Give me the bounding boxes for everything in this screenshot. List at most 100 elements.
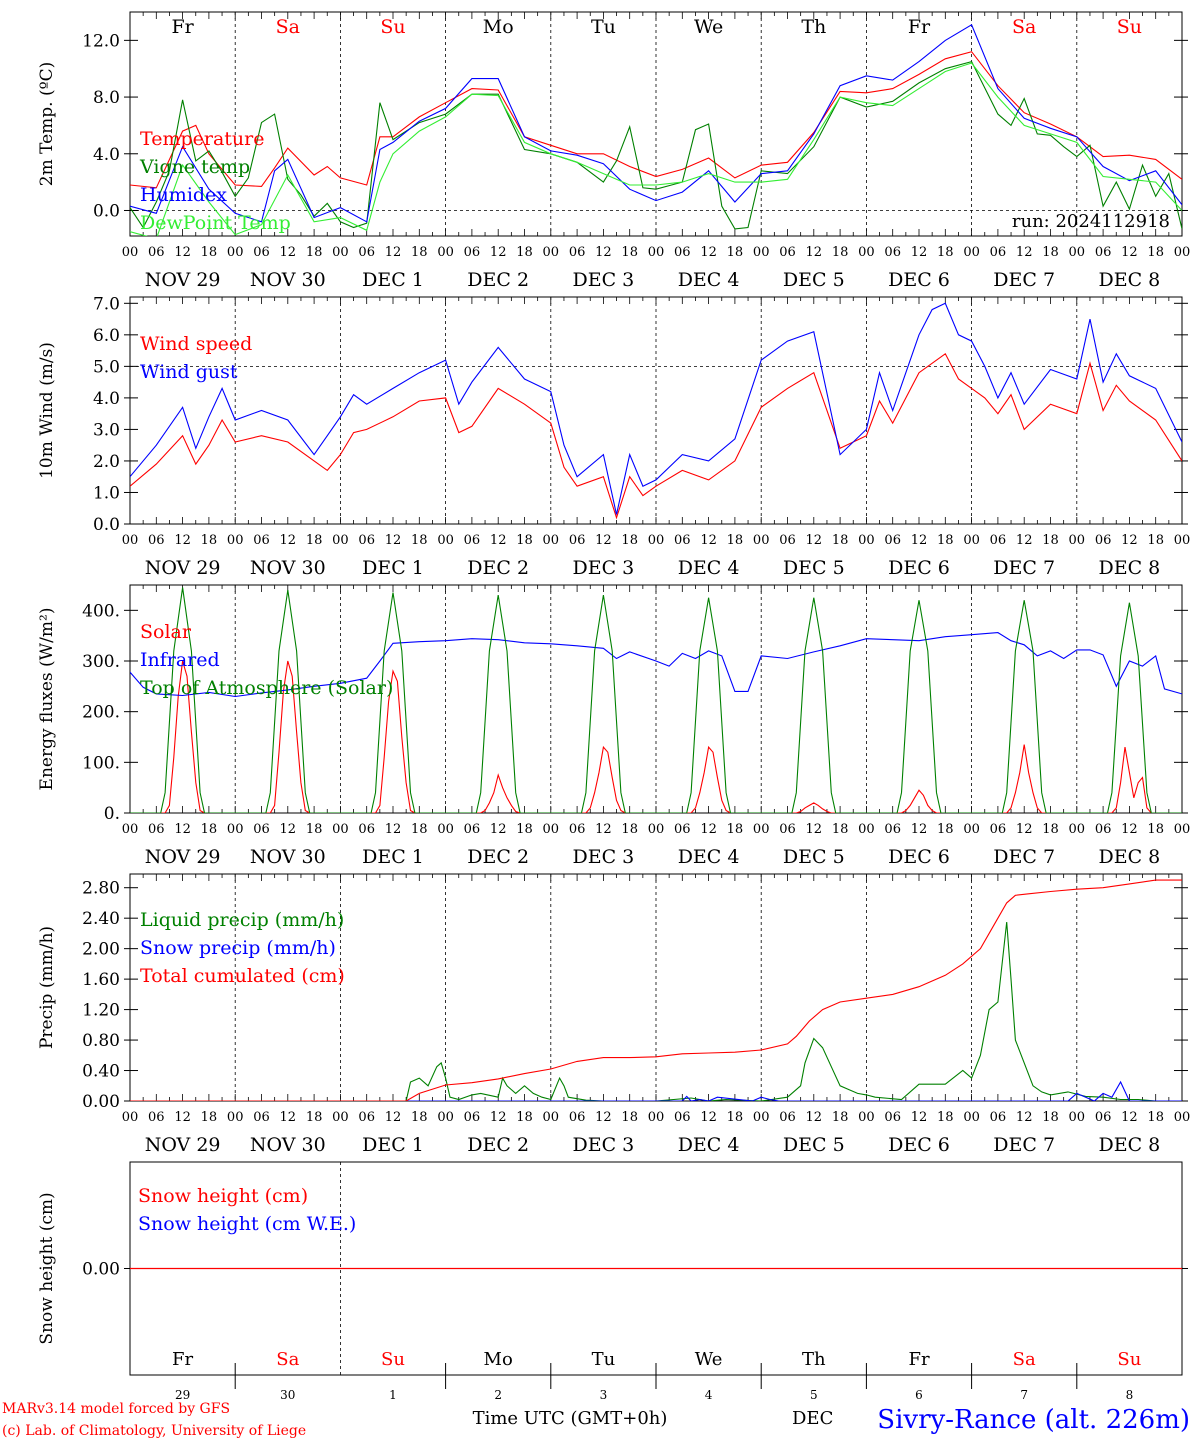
hour-tick-label: 12 [174,1110,191,1125]
hour-tick-label: 18 [306,533,323,548]
day-number-label: 5 [810,1388,818,1402]
hour-tick-label: 00 [1069,822,1086,837]
hour-tick-label: 18 [832,822,849,837]
hour-tick-label: 00 [543,822,560,837]
hour-tick-label: 06 [358,1110,375,1125]
hour-tick-label: 00 [963,533,980,548]
hour-tick-label: 06 [569,245,586,260]
hour-tick-label: 12 [280,1110,297,1125]
hour-tick-label: 06 [1095,1110,1112,1125]
date-label: DEC 6 [888,269,950,291]
y-tick-label: 2.0 [93,452,120,472]
date-label: DEC 6 [888,1134,950,1156]
hour-tick-label: 06 [990,245,1007,260]
y-tick-label: 12.0 [82,31,120,51]
date-label: DEC 8 [1099,846,1161,868]
hour-tick-label: 12 [490,1110,507,1125]
weekday-label: Su [381,1349,405,1370]
hour-tick-label: 00 [332,822,349,837]
y-tick-label: 7.0 [93,294,120,314]
hour-tick-label: 06 [148,533,165,548]
hour-tick-label: 18 [201,533,218,548]
hour-tick-label: 12 [280,245,297,260]
hour-tick-label: 06 [358,245,375,260]
hour-tick-label: 12 [700,1110,717,1125]
legend-entry: Solar [140,621,192,643]
hour-tick-label: 18 [201,1110,218,1125]
y-axis-title: Snow height (cm) [37,1192,57,1344]
date-label: DEC 3 [573,269,635,291]
hour-tick-label: 00 [858,245,875,260]
hour-tick-label: 12 [911,1110,928,1125]
hour-tick-label: 00 [437,533,454,548]
hour-tick-label: 12 [280,533,297,548]
y-axis-title: Energy fluxes (W/m²) [37,608,57,791]
hour-tick-label: 06 [674,245,691,260]
legend-entry: Wind gust [140,361,238,383]
hour-tick-label: 18 [201,822,218,837]
hour-tick-label: 12 [1121,533,1138,548]
weekday-label: Su [1117,16,1142,38]
date-label: DEC 2 [467,269,529,291]
day-number-label: 29 [175,1388,190,1402]
legend-entry: Snow precip (mm/h) [140,937,336,959]
hour-tick-label: 06 [1095,533,1112,548]
chart-panel-2: 0.0 1.0 2.0 3.0 4.0 5.0 6.0 7.0 10m Wind (m/s) Wi… [37,294,1190,579]
hour-tick-label: 18 [832,1110,849,1125]
hour-tick-label: 12 [1016,822,1033,837]
hour-tick-label: 06 [779,533,796,548]
date-label: NOV 30 [250,269,326,291]
hour-tick-label: 12 [700,822,717,837]
hour-tick-label: 06 [569,533,586,548]
date-label: DEC 6 [888,557,950,579]
station-name: Sivry-Rance (alt. 226m) [877,1405,1190,1435]
y-tick-label: 2.40 [82,909,120,929]
hour-tick-label: 00 [648,533,665,548]
hour-tick-label: 00 [543,245,560,260]
date-label: NOV 30 [250,557,326,579]
hour-tick-label: 12 [911,533,928,548]
weekday-label: Sa [1012,16,1036,38]
hour-tick-label: 18 [1147,1110,1164,1125]
legend-entry: Snow height (cm) [138,1185,308,1207]
legend-entry: Wind speed [140,333,252,355]
weekday-label: We [694,16,723,38]
hour-tick-label: 06 [464,1110,481,1125]
hour-tick-label: 12 [490,245,507,260]
hour-tick-label: 06 [779,1110,796,1125]
date-label: DEC 8 [1099,1134,1161,1156]
y-tick-label: 300. [82,652,120,672]
chart-panels: 0.04.08.012.02m Temp. (ºC) TemperatureVig… [37,11,1190,1402]
date-label: DEC 1 [362,846,424,868]
hour-tick-label: 00 [227,245,244,260]
hour-tick-label: 00 [858,533,875,548]
hour-tick-label: 18 [937,245,954,260]
date-label: DEC 3 [573,557,635,579]
weekday-label: Fr [171,16,194,38]
hour-tick-label: 12 [911,822,928,837]
hour-tick-label: 00 [122,822,139,837]
hour-tick-label: 12 [700,533,717,548]
hour-tick-label: 06 [674,822,691,837]
date-label: DEC 6 [888,846,950,868]
hour-tick-label: 18 [411,533,428,548]
hour-tick-label: 18 [937,1110,954,1125]
date-label: DEC 5 [783,557,845,579]
y-tick-label: 8.0 [93,88,120,108]
hour-tick-label: 12 [174,245,191,260]
hour-tick-label: 18 [201,245,218,260]
hour-tick-label: 18 [516,822,533,837]
weekday-label: Th [801,16,826,38]
y-tick-label: 5.0 [93,357,120,377]
legend-entry: Infrared [140,649,220,671]
date-label: DEC 3 [573,846,635,868]
credit-line-1: MARv3.14 model forced by GFS [2,1401,230,1417]
date-label: DEC 4 [678,846,740,868]
day-number-label: 3 [600,1388,608,1402]
legend-entry: DewPoint Temp [140,212,291,234]
hour-tick-label: 12 [490,533,507,548]
y-tick-label: 2.00 [82,940,120,960]
hour-tick-label: 00 [963,1110,980,1125]
chart-panel-3: 0. 100. 200. 300. 400. Energy fluxes (W/m²) So… [37,584,1190,868]
hour-tick-label: 06 [253,822,270,837]
